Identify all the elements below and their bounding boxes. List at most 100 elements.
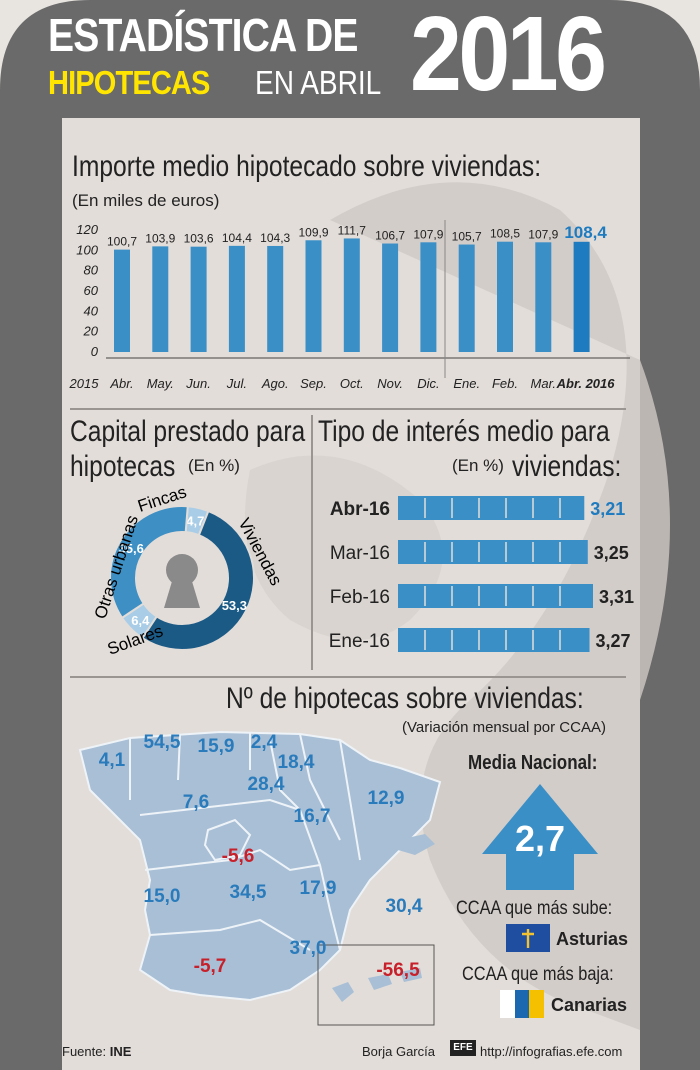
y-tick-label: 40	[84, 303, 99, 318]
bar	[152, 246, 169, 352]
title-line2: EN ABRIL	[255, 64, 382, 101]
footer-source: Fuente: INE	[62, 1044, 131, 1059]
bar	[535, 242, 552, 352]
bar	[497, 241, 513, 352]
y-tick-label: 0	[91, 344, 99, 359]
x-tick-label: Sep.	[300, 376, 327, 391]
capital-title-line1: Capital prestado para	[70, 415, 306, 448]
keyhole-icon-base	[164, 578, 200, 608]
bar	[305, 240, 322, 352]
rate-value-label: 3,27	[596, 631, 631, 651]
bar-value-label: 104,4	[222, 231, 252, 245]
baja-region: Canarias	[551, 995, 628, 1015]
map-region-value: -56,5	[376, 960, 420, 981]
donut-slice	[109, 505, 189, 620]
map-region-value: 17,9	[300, 878, 337, 899]
footer-url[interactable]: http://infografias.efe.com	[480, 1044, 623, 1059]
x-tick-label: Abr. 2016	[556, 376, 616, 391]
divider-1	[70, 408, 626, 410]
media-nacional-label: Media Nacional:	[468, 752, 598, 774]
bar	[382, 243, 399, 352]
map-subtitle: (Variación mensual por CCAA)	[402, 719, 606, 736]
bar-value-label: 100,7	[107, 235, 137, 249]
media-nacional-value: 2,7	[515, 818, 566, 859]
asturias-flag-icon	[506, 924, 550, 952]
bar-value-label: 111,7	[338, 223, 367, 237]
bar-value-label: 109,9	[298, 225, 328, 239]
x-tick-label: Dic.	[417, 376, 439, 391]
rate-category-label: Mar-16	[330, 543, 390, 564]
canarias-flag-icon	[500, 990, 544, 1018]
bar	[190, 246, 207, 352]
bar-value-label: 108,5	[490, 227, 520, 241]
capital-title-line2: hipotecas	[70, 450, 176, 483]
divider-2	[70, 676, 626, 678]
map-region-value: 12,9	[368, 788, 405, 809]
up-arrow-icon	[482, 784, 598, 890]
source-label: Fuente:	[62, 1044, 107, 1059]
rate-category-label: Feb-16	[330, 587, 390, 608]
rate-bar	[398, 540, 588, 564]
source-name: INE	[109, 1044, 132, 1059]
baja-label: CCAA que más baja:	[462, 964, 614, 985]
map-region-value: 54,5	[144, 732, 181, 753]
rate-bar	[398, 496, 585, 520]
bar-value-label: 107,9	[413, 227, 443, 241]
year-prefix-label: 2015	[69, 376, 100, 391]
map-region-value: 4,1	[99, 750, 126, 771]
bar	[420, 242, 437, 352]
map-region-value: 30,4	[386, 896, 423, 917]
bar	[228, 245, 245, 352]
capital-unit: (En %)	[188, 456, 240, 475]
title-highlight: HIPOTECAS	[48, 64, 210, 101]
x-tick-label: Ene.	[453, 376, 480, 391]
x-tick-label: May.	[147, 376, 174, 391]
rate-bar	[398, 628, 590, 652]
y-tick-label: 20	[83, 324, 99, 339]
map-region-value: 15,9	[198, 736, 235, 757]
x-tick-label: Nov.	[377, 376, 403, 391]
bar-value-label: 106,7	[375, 229, 405, 243]
donut-slice	[140, 509, 255, 651]
x-tick-label: Oct.	[340, 376, 364, 391]
rate-value-label: 3,21	[590, 499, 625, 519]
bar	[343, 238, 360, 352]
importe-subtitle: (En miles de euros)	[72, 191, 220, 210]
rate-category-label: Ene-16	[329, 631, 390, 652]
map-region-value: 15,0	[144, 886, 181, 907]
x-tick-label: Jul.	[226, 376, 247, 391]
bar-value-label: 108,4	[564, 223, 607, 242]
x-tick-label: Feb.	[492, 376, 518, 391]
donut-slice-label: 4,7	[186, 514, 204, 529]
map-title: Nº de hipotecas sobre viviendas:	[226, 682, 584, 715]
bar-value-label: 105,7	[452, 230, 482, 244]
title-line1: ESTADÍSTICA DE	[48, 9, 358, 61]
y-tick-label: 80	[84, 263, 99, 278]
map-region-value: 16,7	[294, 806, 331, 827]
bar-value-label: 104,3	[260, 231, 290, 245]
interes-title-line2: viviendas:	[512, 450, 622, 483]
map-region-value: 18,4	[278, 752, 315, 773]
bar-value-label: 103,6	[184, 232, 214, 246]
x-tick-label: Abr.	[109, 376, 133, 391]
divider-vertical	[311, 415, 313, 670]
footer-author: Borja García	[362, 1044, 435, 1059]
title-year: 2016	[410, 0, 607, 113]
bar-value-label: 107,9	[528, 227, 558, 241]
sube-region: Asturias	[556, 929, 629, 949]
map-region-value: 7,6	[183, 792, 209, 813]
x-tick-label: Ago.	[261, 376, 289, 391]
donut-slice-label: 53,3	[222, 598, 247, 613]
map-region-value: 2,4	[251, 732, 278, 753]
y-tick-label: 100	[76, 242, 98, 257]
x-tick-label: Mar.	[531, 376, 557, 391]
bar	[114, 249, 130, 352]
spain-map	[78, 730, 442, 1026]
map-region-value: 28,4	[248, 774, 285, 795]
map-region-value: -5,7	[194, 956, 227, 977]
bar-value-label: 103,9	[145, 231, 175, 245]
map-region-value: -5,6	[222, 846, 255, 867]
